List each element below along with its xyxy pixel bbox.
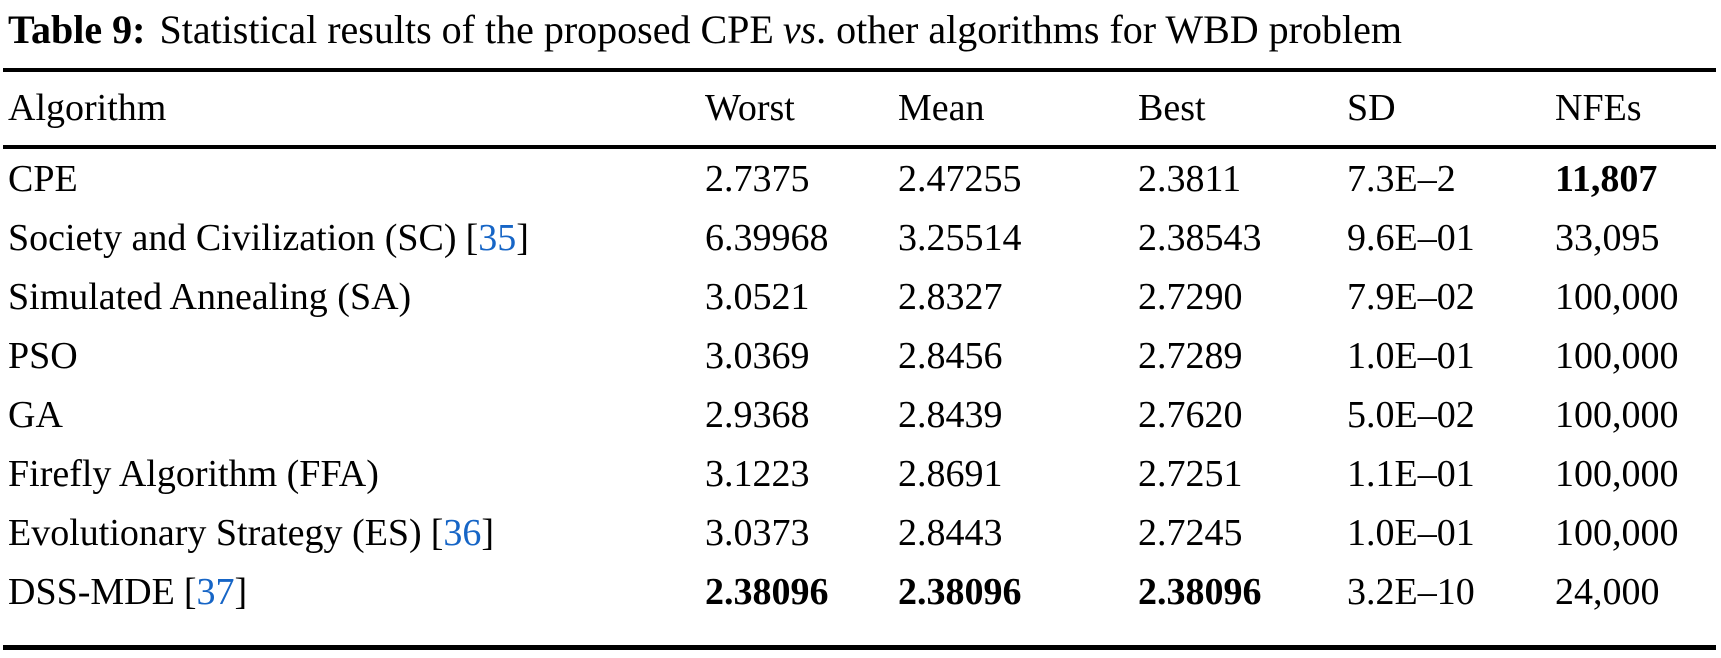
table-body: CPE 2.7375 2.47255 2.3811 7.3E–2 11,807 … xyxy=(0,150,1721,621)
cell-nfes: 11,807 xyxy=(1555,158,1658,201)
table-header-row: Algorithm Worst Mean Best SD NFEs xyxy=(0,80,1721,136)
cell-mean: 2.8443 xyxy=(898,511,1003,554)
cell-sd: 7.3E–2 xyxy=(1347,158,1456,201)
cell-sd: 1.0E–01 xyxy=(1347,511,1475,554)
algorithm-name: DSS-MDE xyxy=(8,570,175,613)
citation-open-bracket: [ xyxy=(465,217,479,260)
cell-worst: 3.1223 xyxy=(705,452,810,495)
cell-worst: 2.7375 xyxy=(705,158,810,201)
cell-mean: 2.8456 xyxy=(898,335,1003,378)
cell-sd: 1.1E–01 xyxy=(1347,452,1475,495)
cell-nfes: 100,000 xyxy=(1555,335,1679,378)
cell-worst: 3.0521 xyxy=(705,276,810,319)
algorithm-name: Society and Civilization (SC) xyxy=(8,217,457,260)
cell-nfes: 100,000 xyxy=(1555,452,1679,495)
table-row: CPE 2.7375 2.47255 2.3811 7.3E–2 11,807 xyxy=(0,150,1721,209)
cell-nfes: 100,000 xyxy=(1555,276,1679,319)
cell-mean: 2.8327 xyxy=(898,276,1003,319)
algorithm-name: Firefly Algorithm (FFA) xyxy=(8,452,379,495)
cell-sd: 3.2E–10 xyxy=(1347,570,1475,613)
cell-nfes: 24,000 xyxy=(1555,570,1660,613)
cell-mean: 2.38096 xyxy=(898,570,1022,613)
cell-mean: 2.8439 xyxy=(898,394,1003,436)
cell-best: 2.7290 xyxy=(1138,276,1243,319)
header-best: Best xyxy=(1138,87,1206,129)
cell-best: 2.38096 xyxy=(1138,570,1262,613)
cell-algorithm: Evolutionary Strategy (ES) [36] xyxy=(0,511,705,555)
citation-link[interactable]: 35 xyxy=(478,217,517,260)
cell-sd: 9.6E–01 xyxy=(1347,217,1475,260)
cell-worst: 3.0369 xyxy=(705,335,810,378)
header-sd: SD xyxy=(1347,87,1396,129)
cell-mean: 2.47255 xyxy=(898,158,1022,201)
table-row: PSO 3.0369 2.8456 2.7289 1.0E–01 100,000 xyxy=(0,327,1721,386)
cell-worst: 2.38096 xyxy=(705,570,829,613)
table-caption-label: Table 9: xyxy=(8,7,146,52)
cell-best: 2.38543 xyxy=(1138,217,1262,260)
table-row: GA 2.9368 2.8439 2.7620 5.0E–02 100,000 xyxy=(0,386,1721,445)
cell-mean: 2.8691 xyxy=(898,452,1003,495)
citation-close-bracket: ] xyxy=(481,511,495,554)
rule-bottom xyxy=(3,645,1716,650)
table-caption-text: Statistical results of the proposed CPE xyxy=(159,7,774,52)
algorithm-name: CPE xyxy=(8,158,78,201)
cell-best: 2.7245 xyxy=(1138,511,1243,554)
cell-algorithm: Society and Civilization (SC) [35] xyxy=(0,216,705,260)
cell-best: 2.7620 xyxy=(1138,394,1243,436)
cell-worst: 3.0373 xyxy=(705,511,810,554)
cell-nfes: 33,095 xyxy=(1555,217,1660,260)
cell-sd: 5.0E–02 xyxy=(1347,394,1475,436)
cell-worst: 2.9368 xyxy=(705,394,810,436)
header-worst: Worst xyxy=(705,87,795,129)
cell-algorithm: CPE xyxy=(0,157,705,201)
citation-link[interactable]: 36 xyxy=(443,511,482,554)
cell-best: 2.7251 xyxy=(1138,452,1243,495)
cell-best: 2.3811 xyxy=(1138,158,1242,201)
cell-sd: 1.0E–01 xyxy=(1347,335,1475,378)
table-row: Simulated Annealing (SA) 3.0521 2.8327 2… xyxy=(0,268,1721,327)
cell-sd: 7.9E–02 xyxy=(1347,276,1475,319)
algorithm-name: Simulated Annealing (SA) xyxy=(8,276,412,319)
citation-close-bracket: ] xyxy=(234,570,248,613)
citation: [35] xyxy=(466,217,529,259)
cell-algorithm: Firefly Algorithm (FFA) xyxy=(0,452,705,496)
cell-nfes: 100,000 xyxy=(1555,394,1679,436)
algorithm-name: Evolutionary Strategy (ES) xyxy=(8,511,422,554)
rule-top xyxy=(3,68,1716,72)
cell-nfes: 100,000 xyxy=(1555,511,1679,554)
citation-open-bracket: [ xyxy=(183,570,197,613)
header-nfes: NFEs xyxy=(1555,87,1642,129)
cell-mean: 3.25514 xyxy=(898,217,1022,260)
header-algorithm: Algorithm xyxy=(8,87,167,129)
table-row: Society and Civilization (SC) [35] 6.3996… xyxy=(0,209,1721,268)
citation-open-bracket: [ xyxy=(430,511,444,554)
table-caption-rest: . other algorithms for WBD problem xyxy=(816,7,1402,52)
cell-worst: 6.39968 xyxy=(705,217,829,260)
cell-algorithm: DSS-MDE [37] xyxy=(0,570,705,614)
header-mean: Mean xyxy=(898,87,985,129)
algorithm-name: GA xyxy=(8,394,63,436)
table-caption-vs: vs xyxy=(782,7,817,52)
table-row: Evolutionary Strategy (ES) [36] 3.0373 2.… xyxy=(0,503,1721,562)
table-row: DSS-MDE [37] 2.38096 2.38096 2.38096 3.2E… xyxy=(0,562,1721,621)
algorithm-name: PSO xyxy=(8,335,78,378)
table-row: Firefly Algorithm (FFA) 3.1223 2.8691 2.… xyxy=(0,444,1721,503)
citation: [36] xyxy=(431,512,494,554)
cell-best: 2.7289 xyxy=(1138,335,1243,378)
citation: [37] xyxy=(184,571,247,613)
rule-below-header xyxy=(3,145,1716,149)
cell-algorithm: Simulated Annealing (SA) xyxy=(0,275,705,319)
cell-algorithm: PSO xyxy=(0,334,705,378)
citation-link[interactable]: 37 xyxy=(196,570,235,613)
table-caption: Table 9: Statistical results of the propo… xyxy=(8,3,1402,57)
citation-close-bracket: ] xyxy=(516,217,529,260)
cell-algorithm: GA xyxy=(0,393,705,437)
